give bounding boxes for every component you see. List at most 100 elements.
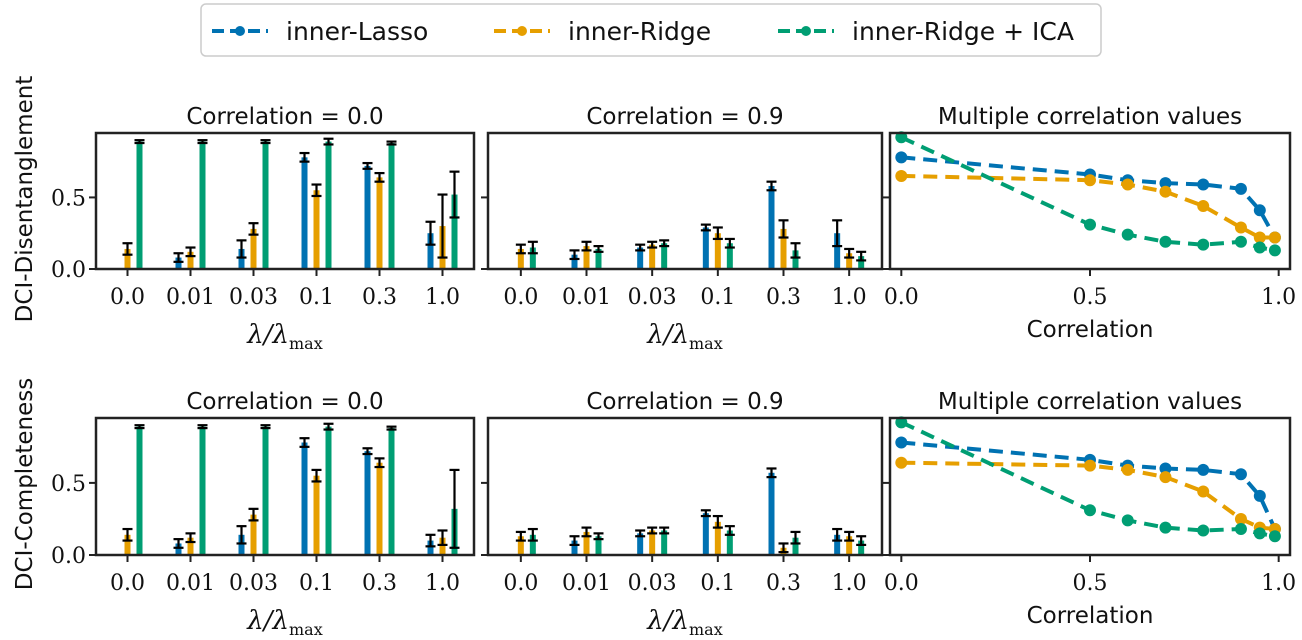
errorbar-inner-ridge-ica-0-03: [260, 424, 271, 430]
x-axis-label: Correlation: [1027, 317, 1154, 343]
errorbar-inner-lasso-0-1: [700, 509, 711, 518]
errorbar-inner-ridge-ica-1-0: [856, 250, 867, 262]
errorbar-inner-ridge-0-0: [122, 527, 133, 542]
errorbar-inner-ridge-ica-0-01: [593, 244, 604, 253]
errorbar-inner-lasso-0-01: [173, 252, 184, 263]
bar-inner-lasso-0-1: [301, 157, 308, 269]
point-inner-lasso: [895, 151, 908, 164]
errorbar-inner-ridge-0-0: [515, 530, 526, 542]
x-tick-label: 1.0: [1261, 285, 1296, 310]
y-tick-label: 0.5: [51, 472, 86, 497]
panel-frame: [888, 416, 1292, 557]
errorbar-inner-ridge-ica-1-0: [449, 468, 460, 549]
bar-inner-ridge-0-3: [780, 228, 787, 269]
x-axis-label: λ/λmax: [246, 320, 322, 353]
panel-title: Correlation = 0.9: [586, 104, 783, 130]
errorbar-inner-lasso-0-3: [362, 447, 373, 456]
x-tick-label: 0.5: [1073, 571, 1108, 596]
bar-inner-ridge-0-3: [376, 462, 383, 555]
y-tick-label: 0.0: [51, 544, 86, 569]
point-inner-ridge: [1268, 231, 1281, 244]
x-tick-label: 0.01: [562, 285, 611, 310]
x-tick-label: 0.3: [766, 571, 801, 596]
panel-title: Correlation = 0.0: [186, 104, 383, 130]
errorbar-inner-ridge-ica-0-0: [134, 139, 145, 145]
errorbar-inner-ridge-0-1: [712, 226, 723, 241]
errorbar-inner-ridge-ica-0-3: [386, 140, 397, 146]
errorbar-inner-ridge-1-0: [437, 193, 448, 259]
point-inner-ridge: [1121, 463, 1134, 476]
panels: Correlation = 0.0 0.0 0.01 0.03 0.1 0.3 1.0 λ/λ…: [51, 104, 1296, 639]
x-tick-label: 0.03: [229, 571, 278, 596]
errorbar-inner-ridge-ica-0-03: [659, 526, 670, 535]
bar-inner-ridge-ica-0-0: [136, 141, 143, 269]
errorbar-inner-lasso-1-0: [425, 533, 436, 548]
row-labels: DCI-Disentanglement DCI-Completeness: [12, 76, 38, 591]
y-tick-label: 0.0: [51, 258, 86, 283]
errorbar-inner-ridge-0-03: [248, 507, 259, 522]
errorbar-inner-ridge-ica-0-3: [790, 530, 801, 545]
errorbar-inner-ridge-0-03: [647, 240, 658, 249]
errorbar-inner-lasso-0-1: [299, 437, 310, 448]
bar-inner-ridge-ica-0-01: [199, 141, 206, 269]
x-axis-label-main: λ/λ: [246, 320, 289, 350]
point-inner-ridge-ica: [1197, 238, 1210, 251]
point-inner-lasso: [1197, 178, 1210, 191]
errorbar-inner-lasso-1-0: [832, 527, 843, 542]
bar-inner-lasso-0-03: [637, 247, 644, 269]
bar-inner-ridge-0-01: [583, 246, 590, 269]
panel-frame: [486, 131, 884, 271]
bar-inner-ridge-1-0: [846, 253, 853, 269]
bar-inner-ridge-0-1: [714, 521, 721, 555]
errorbar-inner-ridge-ica-0-01: [197, 424, 208, 430]
point-inner-lasso: [1159, 177, 1172, 190]
panel-0-1: Correlation = 0.9 0.0 0.01 0.03 0.1 0.3 1.0 λ/λ…: [481, 104, 884, 353]
errorbar-inner-ridge-1-0: [844, 530, 855, 542]
errorbar-inner-lasso-0-01: [569, 535, 580, 547]
x-tick-label: 0.0: [503, 285, 538, 310]
point-inner-ridge: [1084, 174, 1096, 187]
point-inner-lasso: [895, 436, 908, 449]
point-inner-ridge: [1197, 200, 1210, 213]
errorbar-inner-lasso-1-0: [832, 219, 843, 248]
point-inner-ridge: [895, 456, 908, 469]
bar-inner-lasso-0-3: [364, 451, 371, 555]
bar-inner-ridge-ica-0-0: [529, 534, 536, 555]
errorbar-inner-lasso-0-3: [766, 467, 777, 479]
x-tick-label: 0.0: [503, 571, 538, 596]
legend: inner-Lasso inner-Ridge inner-Ridge + ICA: [200, 3, 1102, 57]
bar-inner-ridge-ica-0-01: [595, 536, 602, 555]
legend-marker-inner-lasso: [235, 26, 245, 36]
errorbar-inner-ridge-0-0: [515, 243, 526, 255]
bar-inner-ridge-0-03: [649, 244, 656, 269]
legend-marker-inner-ridge-ica: [801, 26, 811, 36]
bar-inner-ridge-0-3: [376, 177, 383, 269]
errorbar-inner-ridge-ica-0-0: [527, 240, 538, 255]
bar-inner-ridge-0-0: [517, 536, 524, 555]
legend-frame: [200, 3, 1102, 57]
panel-title: Correlation = 0.9: [586, 389, 783, 415]
bar-inner-ridge-ica-0-3: [792, 250, 799, 269]
point-inner-ridge-ica: [1268, 244, 1281, 257]
panel-0-0: Correlation = 0.0 0.0 0.01 0.03 0.1 0.3 1.0 λ/λ…: [51, 104, 476, 353]
bar-inner-ridge-ica-1-0: [451, 194, 458, 269]
point-inner-ridge-ica: [1121, 228, 1134, 241]
x-tick-label: 0.01: [562, 571, 611, 596]
errorbar-inner-lasso-0-01: [173, 538, 184, 549]
point-inner-ridge-ica: [1084, 504, 1096, 517]
bar-inner-lasso-0-01: [175, 543, 182, 555]
errorbar-inner-ridge-0-3: [374, 457, 385, 469]
x-axis-label-subscript: max: [289, 334, 323, 353]
bar-inner-ridge-ica-0-3: [388, 428, 395, 555]
errorbar-inner-lasso-0-03: [236, 239, 247, 259]
bar-inner-lasso-0-03: [238, 534, 245, 555]
errorbar-inner-lasso-0-3: [766, 180, 777, 192]
bar-inner-lasso-0-3: [768, 472, 775, 555]
point-inner-ridge: [1084, 459, 1096, 472]
panel-frame: [888, 131, 1292, 271]
x-tick-label: 0.0: [110, 285, 145, 310]
bar-inner-lasso-0-01: [571, 540, 578, 555]
bar-inner-ridge-ica-0-03: [262, 141, 269, 269]
bar-inner-lasso-0-03: [637, 533, 644, 555]
bar-inner-ridge-ica-0-1: [726, 530, 733, 555]
